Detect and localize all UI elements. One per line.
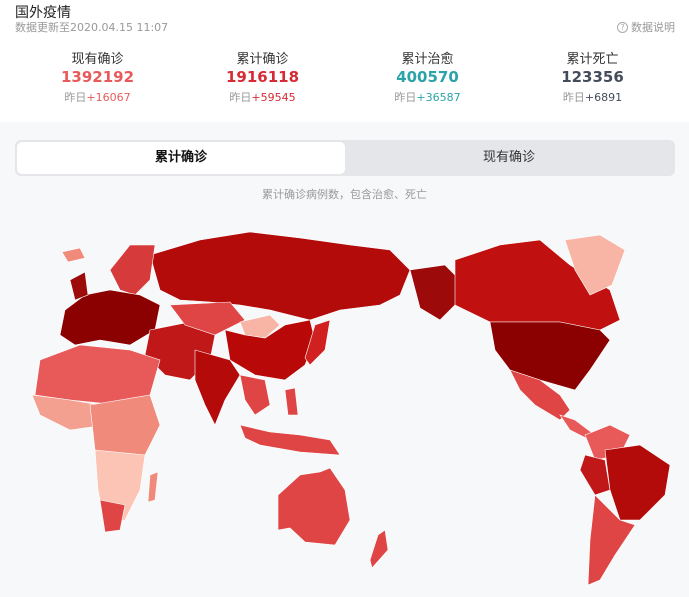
stat-delta: 昨日+6891	[510, 89, 675, 105]
stat-value: 1916118	[225, 68, 300, 86]
region-uk[interactable]	[69, 271, 89, 301]
stats-row: 现有确诊 1392192 昨日+16067 累计确诊 1916118 昨日+59…	[0, 48, 689, 105]
region-peru[interactable]	[579, 454, 611, 496]
map-tabs: 累计确诊 现有确诊	[15, 140, 675, 176]
region-central-asia[interactable]	[169, 301, 246, 336]
region-russia[interactable]	[149, 231, 411, 321]
region-greenland[interactable]	[564, 234, 626, 296]
region-india[interactable]	[194, 349, 241, 426]
region-new-zealand[interactable]	[369, 529, 389, 569]
stat-current-confirmed: 现有确诊 1392192 昨日+16067	[15, 48, 180, 105]
stat-delta-value: +36587	[416, 91, 461, 104]
region-usa[interactable]	[489, 321, 611, 391]
question-icon: ?	[617, 21, 628, 33]
data-explain-label: 数据说明	[631, 21, 675, 34]
region-se-asia[interactable]	[239, 374, 271, 416]
region-scandinavia[interactable]	[109, 244, 156, 296]
stat-total-confirmed: 累计确诊 1916118 昨日+59545	[180, 48, 345, 105]
region-madagascar[interactable]	[147, 471, 159, 503]
region-australia[interactable]	[277, 467, 351, 546]
region-north-africa[interactable]	[34, 344, 161, 406]
stat-value: 123356	[561, 68, 624, 86]
stat-label: 现有确诊	[71, 52, 124, 67]
region-brazil[interactable]	[604, 444, 671, 521]
stat-delta: 昨日+36587	[345, 89, 510, 105]
tab-current-confirmed[interactable]: 现有确诊	[482, 150, 535, 165]
data-explain-link[interactable]: ? 数据说明	[617, 19, 675, 35]
stat-label: 累计治愈	[401, 52, 454, 67]
stat-total-deaths: 累计死亡 123356 昨日+6891	[510, 48, 675, 105]
stat-label: 累计确诊	[236, 52, 289, 67]
region-south-africa[interactable]	[99, 499, 126, 533]
stat-value: 400570	[396, 68, 459, 86]
region-chile-argentina[interactable]	[587, 494, 636, 586]
stat-total-cured: 累计治愈 400570 昨日+36587	[345, 48, 510, 105]
summary-panel: 国外疫情 数据更新至2020.04.15 11:07 ? 数据说明 现有确诊 1…	[0, 0, 689, 122]
stat-delta-value: +6891	[584, 91, 623, 104]
region-mongolia[interactable]	[239, 314, 281, 339]
stat-delta-value: +16067	[86, 91, 131, 104]
stat-delta: 昨日+16067	[15, 89, 180, 105]
stat-delta-prefix: 昨日	[64, 91, 87, 104]
region-japan[interactable]	[304, 319, 331, 366]
stat-delta-value: +59545	[251, 91, 296, 104]
region-alaska[interactable]	[409, 264, 461, 321]
update-time: 数据更新至2020.04.15 11:07	[15, 21, 169, 34]
world-map[interactable]	[0, 210, 689, 597]
region-philippines[interactable]	[284, 387, 299, 416]
region-iceland[interactable]	[61, 247, 86, 263]
map-note: 累计确诊病例数，包含治愈、死亡	[262, 188, 427, 201]
tab-total-confirmed[interactable]: 累计确诊	[17, 142, 345, 174]
stat-label: 累计死亡	[566, 52, 619, 67]
stat-value: 1392192	[60, 68, 135, 86]
stat-delta-prefix: 昨日	[394, 91, 417, 104]
stat-delta: 昨日+59545	[180, 89, 345, 105]
page-title: 国外疫情	[15, 5, 71, 21]
region-mexico[interactable]	[509, 369, 571, 421]
stat-delta-prefix: 昨日	[562, 91, 585, 104]
stat-delta-prefix: 昨日	[229, 91, 252, 104]
region-indonesia[interactable]	[239, 424, 341, 456]
region-canada[interactable]	[454, 239, 621, 331]
